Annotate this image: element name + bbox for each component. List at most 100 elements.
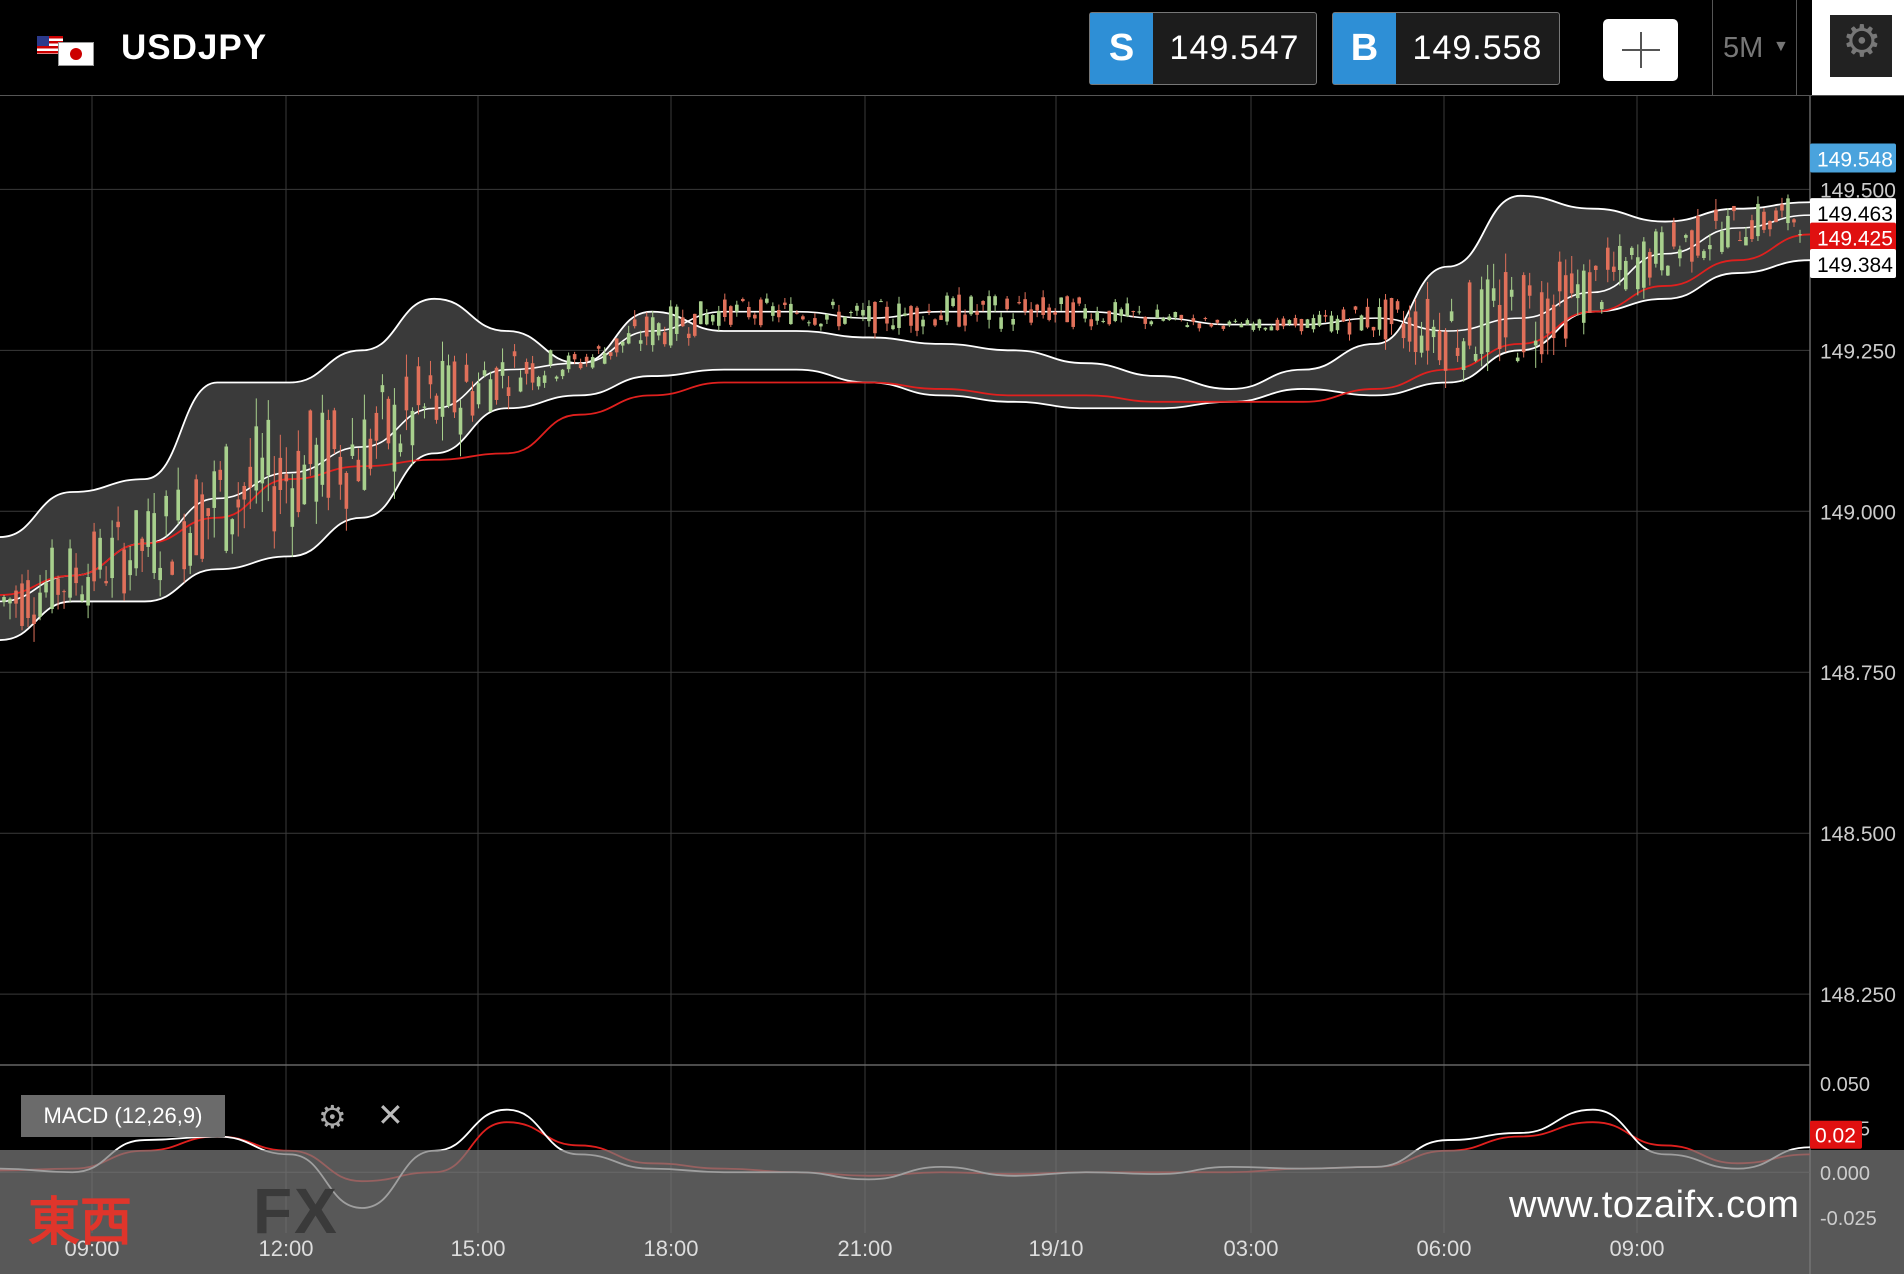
macd-close-icon[interactable]: ✕ (377, 1097, 404, 1133)
candle-body (753, 314, 757, 319)
candle-body (1624, 260, 1628, 290)
candle-body (915, 307, 919, 331)
candle-body (1545, 298, 1550, 334)
candle-body (1131, 311, 1136, 313)
candles (2, 194, 1802, 642)
time-tick-label: 18:00 (643, 1236, 698, 1261)
candle-body (716, 310, 721, 326)
candle-body (1455, 347, 1460, 356)
candle-body (1611, 266, 1616, 272)
candle-body (861, 309, 865, 316)
sell-button[interactable]: S 149.547 (1089, 12, 1317, 85)
candle-body (1708, 245, 1712, 250)
candle-body (897, 303, 901, 328)
candle-body (1005, 298, 1009, 310)
top-toolbar: USDJPY S 149.547 B 149.558 5M ▼ ⚙ (0, 0, 1904, 96)
candle-body (308, 410, 313, 465)
price-marker-label: 149.384 (1817, 254, 1893, 277)
candle-body (68, 548, 72, 598)
candle-body (272, 486, 277, 532)
candle-body (1497, 304, 1502, 350)
candle-body (1750, 220, 1754, 240)
candle-body (1696, 215, 1700, 256)
candle-body (1101, 320, 1106, 322)
candle-body (278, 457, 283, 490)
price-marker-bg (1810, 143, 1896, 173)
candle-body (416, 366, 421, 406)
candle-body (356, 459, 361, 482)
candle-body (1257, 319, 1262, 329)
candle-body (1714, 209, 1718, 221)
candle-body (1095, 311, 1100, 321)
candle-body (134, 510, 138, 569)
candle-body (2, 597, 6, 603)
candle-body (1479, 289, 1484, 354)
candle-body (867, 305, 871, 322)
candle-body (1768, 220, 1772, 230)
candle-body (236, 499, 241, 508)
candle-body (404, 376, 409, 411)
candle-body (374, 412, 379, 441)
candle-body (32, 614, 36, 624)
candle-body (1269, 326, 1274, 331)
candle-body (1035, 304, 1039, 311)
candle-body (1726, 215, 1730, 248)
candle-body (975, 311, 979, 315)
price-tick-label: 149.000 (1820, 501, 1896, 524)
price-tick-label: 149.250 (1820, 340, 1896, 363)
macd-indicator-label[interactable]: MACD (12,26,9) (21, 1095, 225, 1137)
candle-body (104, 581, 108, 584)
candle-body (578, 363, 583, 369)
candle-body (326, 419, 331, 498)
candle-body (644, 316, 649, 337)
timeframe-select[interactable]: 5M ▼ (1712, 0, 1797, 95)
price-marker-bg (1810, 198, 1896, 228)
candle-body (452, 361, 457, 413)
candle-body (158, 567, 162, 581)
price-marker-label: 149.548 (1817, 148, 1893, 171)
candle-body (1017, 302, 1021, 304)
candle-body (434, 395, 439, 420)
candle-body (626, 333, 631, 344)
candle-body (873, 301, 877, 334)
candle-body (747, 306, 751, 318)
candle-body (1275, 319, 1280, 331)
candle-body (945, 295, 949, 322)
candle-body (1690, 230, 1694, 262)
candle-body (1557, 261, 1562, 292)
candle-body (1155, 309, 1160, 319)
candle-body (1744, 236, 1748, 246)
buy-button[interactable]: B 149.558 (1332, 12, 1560, 85)
chart-settings-button[interactable]: ⚙ (1812, 0, 1904, 95)
macd-settings-gear-icon[interactable]: ⚙ (318, 1099, 347, 1135)
macd-panel (0, 1108, 1904, 1274)
candle-body (200, 494, 205, 559)
candle-body (524, 361, 529, 374)
candle-body (951, 298, 955, 307)
candle-body (807, 322, 811, 324)
candle-body (1179, 314, 1184, 319)
symbol-title[interactable]: USDJPY (121, 28, 268, 67)
candle-body (939, 315, 943, 320)
candle-body (831, 301, 835, 306)
candle-body (560, 369, 565, 377)
candle-body (596, 346, 601, 349)
crosshair-button[interactable] (1603, 19, 1678, 81)
candle-body (1011, 318, 1015, 325)
candle-body (1581, 270, 1586, 323)
candle-body (1047, 307, 1051, 320)
candle-body (248, 466, 253, 488)
us-flag-icon (37, 36, 63, 54)
candle-body (122, 549, 126, 594)
candle-body (1311, 318, 1316, 330)
macd-tick-label: 0.000 (1820, 1163, 1870, 1185)
candle-body (188, 533, 193, 566)
candle-body (1593, 265, 1598, 270)
price-marker-label: 149.463 (1817, 203, 1893, 226)
candle-body (704, 313, 709, 325)
buy-tag: B (1333, 13, 1396, 84)
candle-body (1756, 203, 1760, 237)
candle-body (1515, 357, 1520, 362)
bollinger-mid-line (0, 214, 1811, 603)
